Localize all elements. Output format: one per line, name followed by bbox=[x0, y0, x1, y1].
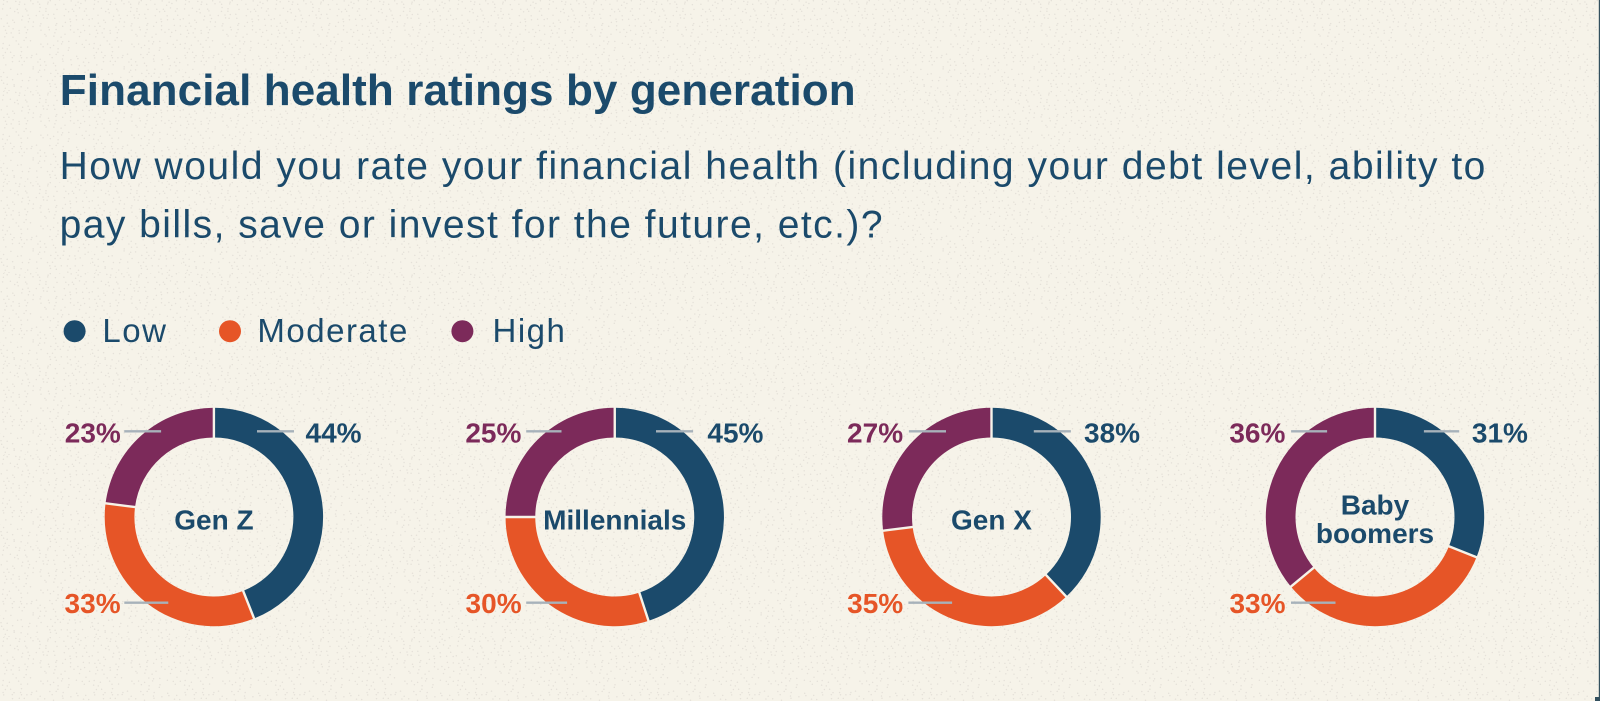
svg-text:30%: 30% bbox=[466, 588, 522, 619]
svg-text:25%: 25% bbox=[465, 417, 521, 448]
svg-text:Millennials: Millennials bbox=[543, 504, 686, 535]
svg-text:27%: 27% bbox=[847, 417, 903, 448]
svg-text:How would you rate your financ: How would you rate your financial health… bbox=[60, 145, 1487, 188]
svg-text:33%: 33% bbox=[65, 588, 121, 619]
svg-text:45%: 45% bbox=[707, 417, 763, 448]
svg-text:44%: 44% bbox=[306, 417, 362, 448]
svg-text:Moderate: Moderate bbox=[257, 312, 408, 349]
svg-text:High: High bbox=[493, 312, 567, 349]
svg-text:Gen Z: Gen Z bbox=[174, 504, 253, 535]
svg-text:36%: 36% bbox=[1229, 417, 1285, 448]
svg-text:35%: 35% bbox=[847, 588, 903, 619]
svg-text:38%: 38% bbox=[1084, 417, 1140, 448]
svg-text:Financial health ratings by ge: Financial health ratings by generation bbox=[60, 66, 856, 115]
svg-text:Low: Low bbox=[102, 312, 167, 349]
svg-text:Baby: Baby bbox=[1341, 490, 1410, 521]
svg-text:Gen X: Gen X bbox=[951, 504, 1032, 535]
svg-text:pay bills, save or invest for: pay bills, save or invest for the future… bbox=[60, 204, 884, 247]
svg-text:31%: 31% bbox=[1472, 417, 1528, 448]
svg-text:33%: 33% bbox=[1229, 588, 1285, 619]
svg-text:boomers: boomers bbox=[1316, 518, 1434, 549]
svg-text:23%: 23% bbox=[65, 417, 121, 448]
